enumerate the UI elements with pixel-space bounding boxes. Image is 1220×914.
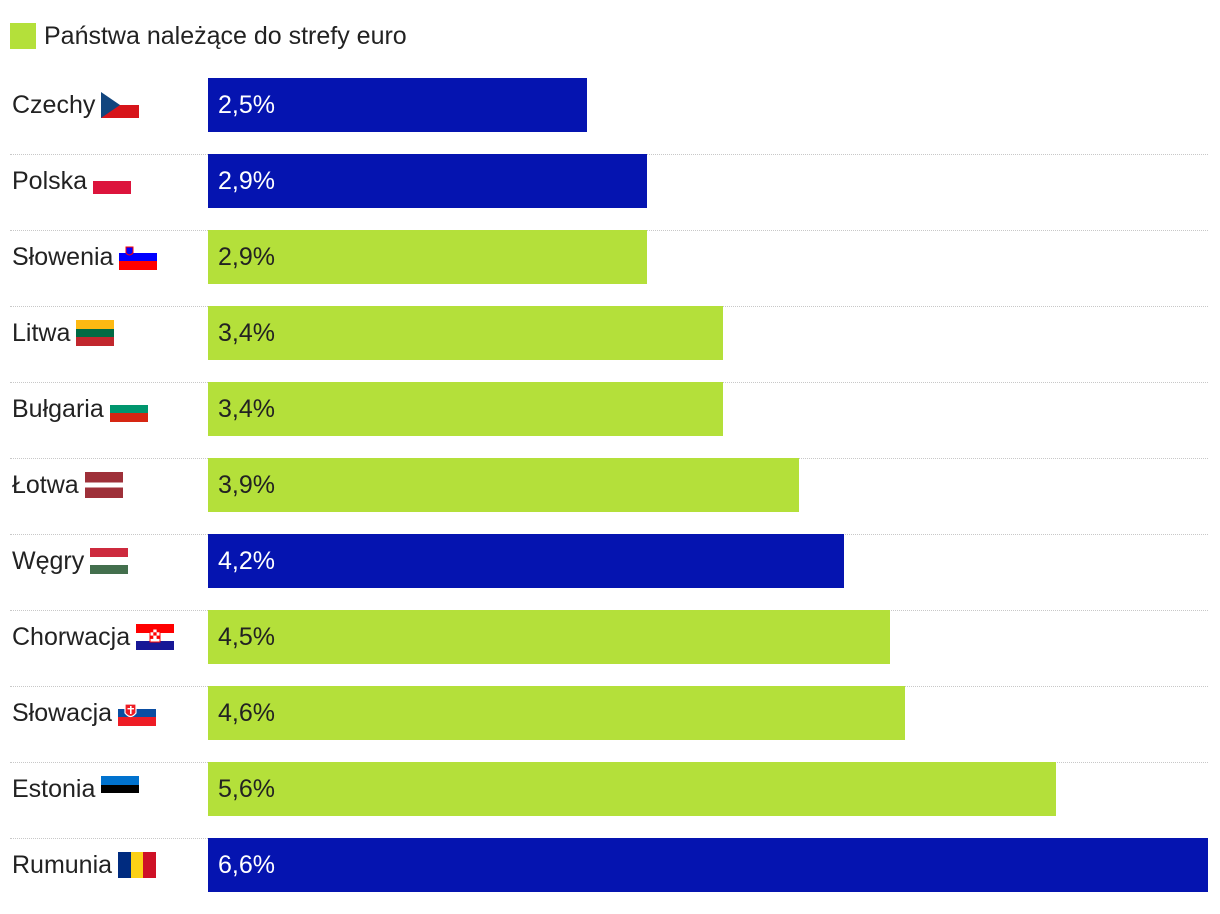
chart-row: Bułgaria 3,4% [0, 382, 1220, 459]
category-label: Polska [12, 154, 132, 208]
bar-value-label: 4,2% [218, 546, 275, 575]
chart-row: Polska 2,9% [0, 154, 1220, 231]
chart-row: Węgry 4,2% [0, 534, 1220, 611]
category-name: Polska [12, 166, 88, 195]
estonia-flag-icon [101, 776, 140, 802]
chart-row: Słowenia 2,9% [0, 230, 1220, 307]
chart-row: Chorwacja 4,5% [0, 610, 1220, 687]
category-label: Bułgaria [12, 382, 148, 436]
croatia-flag-icon [136, 624, 175, 650]
bar-value-label: 2,9% [218, 242, 275, 271]
bar-value-label: 4,5% [218, 622, 275, 651]
bar: 2,9% [208, 154, 647, 208]
poland-flag-icon [93, 168, 132, 194]
legend-swatch-euro [10, 23, 36, 49]
bar: 3,4% [208, 382, 723, 436]
bar-value-label: 5,6% [218, 774, 275, 803]
bar: 5,6% [208, 762, 1056, 816]
bar-value-label: 3,4% [218, 318, 275, 347]
bar: 4,5% [208, 610, 890, 664]
category-name: Słowenia [12, 242, 114, 271]
bar: 4,6% [208, 686, 905, 740]
category-name: Czechy [12, 90, 96, 119]
bar: 3,4% [208, 306, 723, 360]
bar: 4,2% [208, 534, 844, 588]
category-label: Rumunia [12, 838, 157, 892]
bar-value-label: 6,6% [218, 850, 275, 879]
chart-row: Łotwa 3,9% [0, 458, 1220, 535]
bar-value-label: 3,4% [218, 394, 275, 423]
bar: 3,9% [208, 458, 799, 512]
category-name: Łotwa [12, 470, 79, 499]
category-name: Chorwacja [12, 622, 131, 651]
category-label: Estonia [12, 762, 140, 816]
category-label: Węgry [12, 534, 129, 588]
bulgaria-flag-icon [109, 396, 148, 422]
chart-row: Estonia 5,6% [0, 762, 1220, 839]
chart-row: Słowacja 4,6% [0, 686, 1220, 763]
bar: 2,9% [208, 230, 647, 284]
chart-row: Litwa 3,4% [0, 306, 1220, 383]
bar: 2,5% [208, 78, 587, 132]
chart-row: Czechy 2,5% [0, 78, 1220, 155]
lithuania-flag-icon [76, 320, 115, 346]
category-name: Bułgaria [12, 394, 104, 423]
bar-value-label: 2,9% [218, 166, 275, 195]
slovakia-flag-icon [118, 700, 157, 726]
bar-value-label: 2,5% [218, 90, 275, 119]
category-name: Estonia [12, 774, 96, 803]
category-label: Litwa [12, 306, 115, 360]
category-label: Łotwa [12, 458, 123, 512]
latvia-flag-icon [84, 472, 123, 498]
czech-flag-icon [101, 92, 140, 118]
category-label: Chorwacja [12, 610, 175, 664]
chart-row: Rumunia 6,6% [0, 838, 1220, 914]
legend: Państwa należące do strefy euro [10, 22, 407, 50]
bar: 6,6% [208, 838, 1208, 892]
bar-value-label: 4,6% [218, 698, 275, 727]
category-label: Słowacja [12, 686, 157, 740]
slovenia-flag-icon [119, 244, 158, 270]
category-label: Słowenia [12, 230, 158, 284]
romania-flag-icon [118, 852, 157, 878]
category-name: Litwa [12, 318, 71, 347]
legend-label: Państwa należące do strefy euro [44, 21, 407, 50]
hungary-flag-icon [90, 548, 129, 574]
category-name: Rumunia [12, 850, 113, 879]
category-name: Słowacja [12, 698, 113, 727]
category-name: Węgry [12, 546, 85, 575]
bar-value-label: 3,9% [218, 470, 275, 499]
category-label: Czechy [12, 78, 140, 132]
